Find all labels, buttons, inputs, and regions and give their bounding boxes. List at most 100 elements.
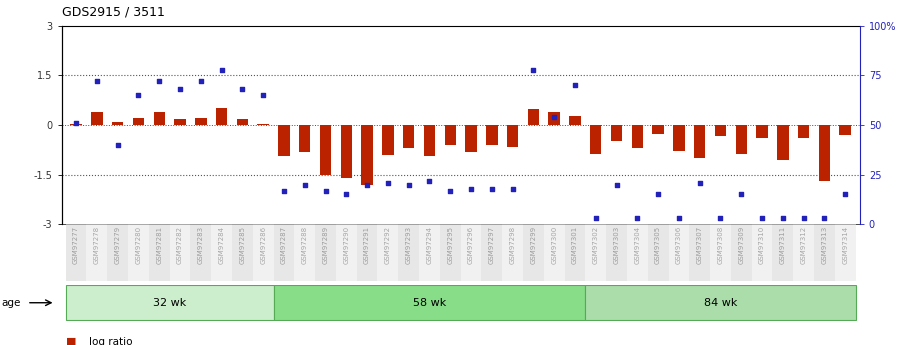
Point <box>443 188 458 193</box>
Point <box>463 186 478 191</box>
Bar <box>632 125 643 148</box>
Bar <box>528 109 539 125</box>
Bar <box>129 224 148 281</box>
Bar <box>216 108 227 125</box>
Bar <box>653 125 664 134</box>
Bar <box>565 224 586 281</box>
Bar <box>715 125 726 136</box>
Point <box>838 192 853 197</box>
Point <box>277 188 291 193</box>
Point <box>630 216 644 221</box>
Point <box>90 79 104 84</box>
Bar <box>382 125 394 155</box>
Text: 58 wk: 58 wk <box>413 298 446 308</box>
Bar <box>793 224 814 281</box>
Bar <box>419 224 440 281</box>
Point <box>214 67 229 72</box>
Bar <box>752 224 773 281</box>
Text: 84 wk: 84 wk <box>704 298 738 308</box>
Bar <box>403 125 414 148</box>
Bar <box>424 125 435 157</box>
Bar <box>66 224 87 281</box>
Bar <box>169 224 190 281</box>
Point <box>131 92 146 98</box>
Text: age: age <box>2 298 21 308</box>
Point <box>526 67 540 72</box>
Point <box>69 120 83 126</box>
Bar <box>673 125 684 151</box>
Point <box>567 83 582 88</box>
Bar <box>133 118 144 125</box>
Bar <box>273 285 586 320</box>
Bar <box>252 224 273 281</box>
Point <box>776 216 790 221</box>
Point <box>484 186 499 191</box>
Bar <box>154 112 165 125</box>
Point <box>381 180 395 185</box>
Point <box>402 182 416 187</box>
Bar <box>361 125 373 185</box>
Bar <box>798 125 809 138</box>
Bar <box>71 124 81 125</box>
Bar <box>91 112 102 125</box>
Point <box>734 192 748 197</box>
Text: 32 wk: 32 wk <box>153 298 186 308</box>
Point <box>547 115 561 120</box>
Bar <box>278 125 290 157</box>
Bar <box>606 224 627 281</box>
Bar <box>586 285 855 320</box>
Point <box>173 87 187 92</box>
Point <box>713 216 728 221</box>
Point <box>339 192 354 197</box>
Bar <box>627 224 648 281</box>
Bar <box>814 224 834 281</box>
Bar <box>299 125 310 151</box>
Bar <box>481 224 502 281</box>
Bar <box>461 224 481 281</box>
Bar <box>694 125 705 158</box>
Bar <box>357 224 377 281</box>
Bar <box>444 125 456 145</box>
Bar <box>195 118 206 125</box>
Bar <box>87 224 108 281</box>
Bar <box>336 224 357 281</box>
Point <box>298 182 312 187</box>
Bar <box>669 224 690 281</box>
Point <box>588 216 603 221</box>
Bar <box>377 224 398 281</box>
Bar <box>548 112 560 125</box>
Point <box>755 216 769 221</box>
Point <box>194 79 208 84</box>
Bar <box>486 125 498 145</box>
Bar <box>544 224 565 281</box>
Bar <box>294 224 315 281</box>
Bar <box>773 224 793 281</box>
Bar <box>237 119 248 125</box>
Bar <box>315 224 336 281</box>
Point <box>505 186 519 191</box>
Bar <box>440 224 461 281</box>
Point <box>651 192 665 197</box>
Bar <box>232 224 252 281</box>
Bar <box>569 116 581 125</box>
Bar <box>507 125 519 147</box>
Bar <box>710 224 731 281</box>
Point <box>672 216 686 221</box>
Bar <box>611 125 623 141</box>
Bar <box>834 224 855 281</box>
Point <box>152 79 167 84</box>
Bar <box>736 125 747 154</box>
Bar <box>273 224 294 281</box>
Text: ■: ■ <box>66 337 77 345</box>
Text: log ratio: log ratio <box>89 337 132 345</box>
Bar <box>190 224 211 281</box>
Bar <box>112 122 123 125</box>
Point <box>319 188 333 193</box>
Bar <box>211 224 232 281</box>
Point <box>609 182 624 187</box>
Point <box>423 178 437 184</box>
Bar <box>66 285 273 320</box>
Text: GDS2915 / 3511: GDS2915 / 3511 <box>62 5 165 18</box>
Bar <box>523 224 544 281</box>
Bar <box>586 224 606 281</box>
